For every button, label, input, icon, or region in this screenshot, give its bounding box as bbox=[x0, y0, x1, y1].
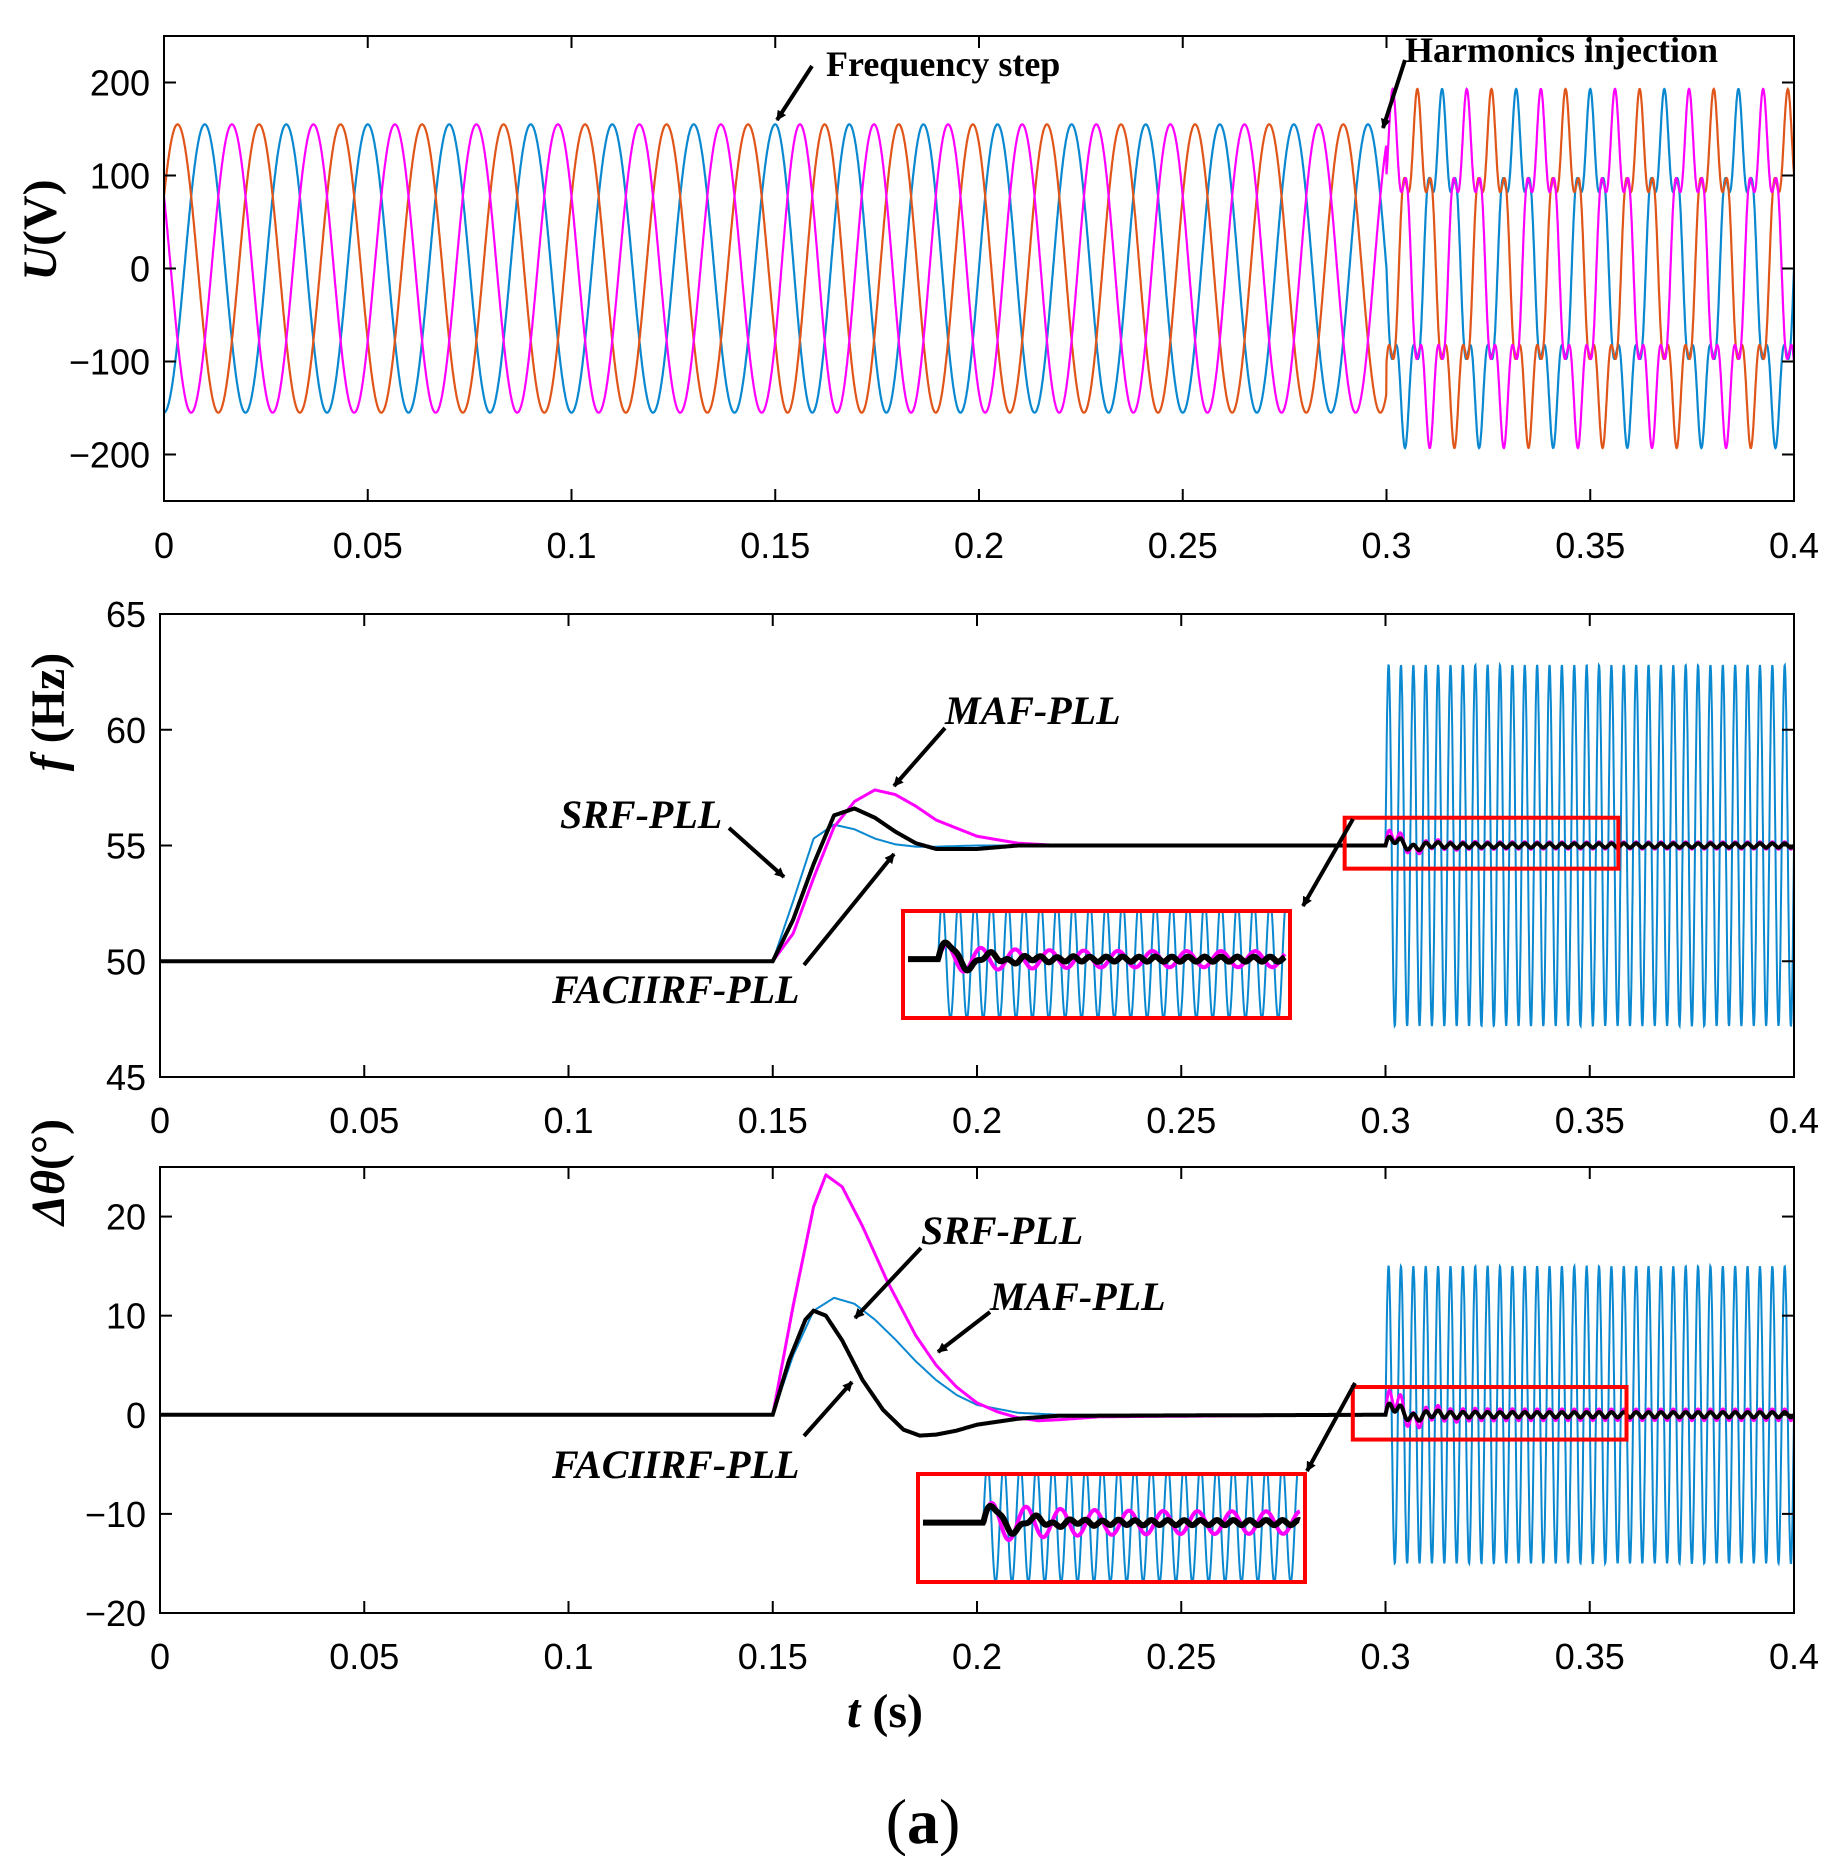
x-tick-label: 0.35 bbox=[1555, 1100, 1625, 1141]
phase-error-panel: Δθ(°) t (s) SRF-PLL MAF-PLL FACIIRF-PLL … bbox=[22, 1119, 1819, 1738]
x-tick-label: 0.4 bbox=[1769, 1100, 1819, 1141]
y-tick-label: −200 bbox=[69, 435, 150, 476]
y-tick-label: 100 bbox=[90, 156, 150, 197]
plot-area-phase-error bbox=[160, 1172, 1794, 1567]
zoom-region-box bbox=[1342, 815, 1621, 871]
srf-pll-arrow-f bbox=[727, 826, 786, 879]
zoom-inset-frame bbox=[916, 1472, 1307, 1584]
x-tick-label: 0.15 bbox=[738, 1100, 808, 1141]
x-tick-label: 0.25 bbox=[1148, 525, 1218, 566]
time-x-axis-label: t (s) bbox=[847, 1685, 923, 1738]
x-tick-label: 0.05 bbox=[329, 1100, 399, 1141]
srf-pll-label-f: SRF-PLL bbox=[560, 792, 722, 837]
zoom-arrow bbox=[1301, 818, 1355, 907]
x-tick-label: 0.3 bbox=[1361, 525, 1411, 566]
inset-series-FACIIRF-PLL bbox=[908, 939, 1287, 974]
x-tick-label: 0.2 bbox=[954, 525, 1004, 566]
phase-error-y-axis-label: Δθ(°) bbox=[22, 1119, 75, 1227]
y-tick-label: −20 bbox=[85, 1593, 146, 1634]
x-tick-label: 0.05 bbox=[329, 1636, 399, 1677]
frequency-y-axis-label: f (Hz) bbox=[22, 653, 75, 772]
zoom-inset bbox=[918, 1474, 1305, 1582]
frequency-step-label: Frequency step bbox=[826, 44, 1060, 84]
plot-area-voltage bbox=[164, 87, 1794, 450]
zoom-region-box bbox=[1350, 1385, 1629, 1442]
x-tick-label: 0 bbox=[154, 525, 174, 566]
zoom-arrow bbox=[1305, 1382, 1357, 1472]
y-tick-label: 55 bbox=[106, 826, 146, 867]
x-tick-label: 0.2 bbox=[952, 1636, 1002, 1677]
y-tick-label: 10 bbox=[106, 1296, 146, 1337]
faciirf-pll-arrow-theta bbox=[802, 1380, 854, 1438]
y-tick-label: 0 bbox=[130, 249, 150, 290]
maf-pll-label-theta: MAF-PLL bbox=[989, 1274, 1166, 1319]
y-tick-label: −100 bbox=[69, 342, 150, 383]
zoom-inset-frame bbox=[901, 909, 1292, 1020]
plot-area-frequency bbox=[160, 661, 1794, 1030]
maf-pll-label-f: MAF-PLL bbox=[944, 688, 1121, 733]
series-FACIIRF-PLL bbox=[160, 806, 1794, 964]
frequency-panel: f (Hz) MAF-PLL SRF-PLL FACIIRF-PLL 0 0.05… bbox=[22, 594, 1819, 1141]
harmonics-injection-arrow bbox=[1381, 59, 1407, 129]
voltage-y-axis-label: U(V) bbox=[14, 179, 67, 280]
y-tick-label: 0 bbox=[126, 1395, 146, 1436]
maf-pll-arrow-theta bbox=[936, 1310, 992, 1354]
x-tick-label: 0.35 bbox=[1555, 1636, 1625, 1677]
x-tick-label: 0 bbox=[150, 1636, 170, 1677]
srf-pll-arrow-theta bbox=[853, 1246, 923, 1320]
inset-series-FACIIRF-PLL bbox=[923, 1503, 1301, 1537]
frequency-step-arrow bbox=[775, 64, 814, 122]
y-tick-label: 20 bbox=[106, 1197, 146, 1238]
faciirf-pll-label-theta: FACIIRF-PLL bbox=[551, 1442, 799, 1487]
maf-pll-arrow-f bbox=[892, 726, 947, 788]
x-tick-label: 0.25 bbox=[1146, 1100, 1216, 1141]
x-tick-label: 0.4 bbox=[1769, 1636, 1819, 1677]
faciirf-pll-arrow-f bbox=[802, 852, 896, 967]
x-tick-label: 0.1 bbox=[546, 525, 596, 566]
y-tick-label: 200 bbox=[90, 63, 150, 104]
y-tick-label: 45 bbox=[106, 1057, 146, 1098]
y-tick-label: 50 bbox=[106, 941, 146, 982]
x-tick-label: 0.05 bbox=[333, 525, 403, 566]
x-tick-label: 0.15 bbox=[738, 1636, 808, 1677]
x-tick-label: 0.4 bbox=[1769, 525, 1819, 566]
series-phase-b bbox=[164, 87, 1794, 450]
srf-pll-label-theta: SRF-PLL bbox=[921, 1208, 1083, 1253]
x-tick-label: 0.3 bbox=[1360, 1100, 1410, 1141]
y-tick-label: 60 bbox=[106, 710, 146, 751]
series-FACIIRF-PLL bbox=[160, 1308, 1794, 1438]
x-tick-label: 0.2 bbox=[952, 1100, 1002, 1141]
x-tick-label: 0 bbox=[150, 1100, 170, 1141]
x-tick-label: 0.1 bbox=[543, 1100, 593, 1141]
x-tick-label: 0.15 bbox=[740, 525, 810, 566]
y-tick-label: 65 bbox=[106, 594, 146, 635]
faciirf-pll-label-f: FACIIRF-PLL bbox=[551, 967, 799, 1012]
y-tick-label: −10 bbox=[85, 1494, 146, 1535]
x-tick-label: 0.35 bbox=[1555, 525, 1625, 566]
series-phase-c bbox=[164, 87, 1794, 450]
zoom-inset bbox=[903, 911, 1290, 1018]
figure-caption: (a) bbox=[886, 1786, 961, 1856]
x-tick-label: 0.25 bbox=[1146, 1636, 1216, 1677]
x-tick-label: 0.3 bbox=[1360, 1636, 1410, 1677]
voltage-panel: U(V) Frequency step Harmonics injection … bbox=[14, 30, 1819, 566]
x-tick-label: 0.1 bbox=[543, 1636, 593, 1677]
